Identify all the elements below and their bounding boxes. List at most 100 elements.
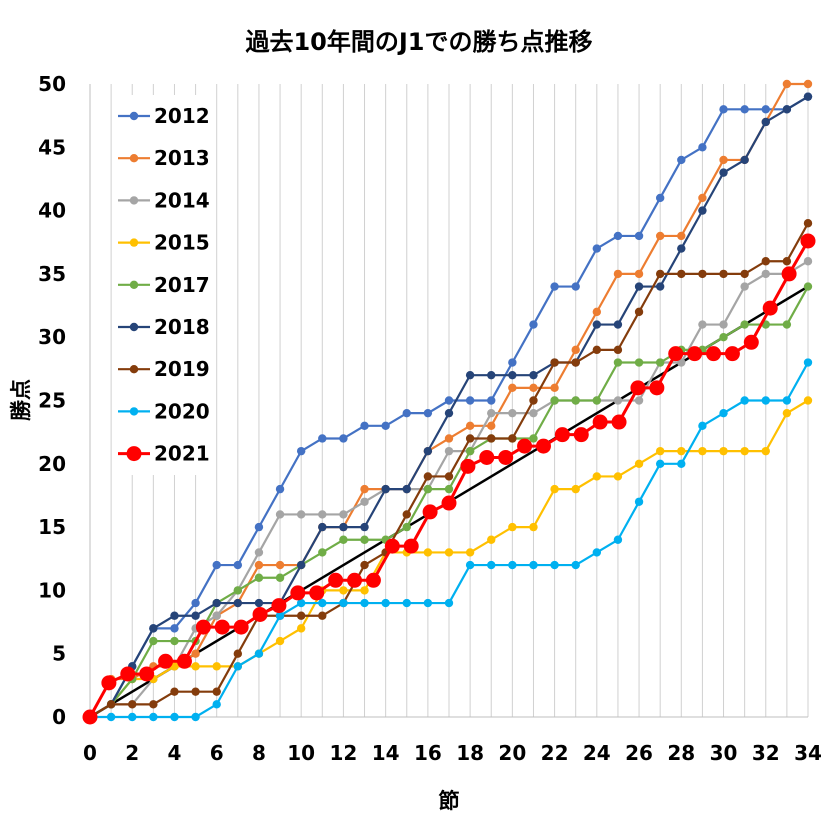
data-point xyxy=(634,358,644,367)
data-point xyxy=(444,408,454,418)
data-point xyxy=(233,586,243,595)
data-point xyxy=(191,598,200,608)
data-point xyxy=(275,560,285,570)
data-point xyxy=(381,598,390,608)
data-point xyxy=(803,219,813,228)
data-point xyxy=(740,155,749,165)
data-point xyxy=(360,522,369,532)
data-point xyxy=(634,269,644,279)
data-point xyxy=(360,598,369,608)
data-point xyxy=(275,510,285,519)
legend-marker xyxy=(129,407,139,416)
data-point xyxy=(550,358,559,367)
data-point xyxy=(444,396,454,405)
data-point xyxy=(191,649,200,658)
data-point xyxy=(508,370,517,380)
data-point xyxy=(487,535,496,544)
data-point xyxy=(761,117,770,127)
data-point xyxy=(465,434,475,443)
data-point xyxy=(740,446,749,456)
data-point xyxy=(761,396,770,405)
data-point xyxy=(465,560,475,570)
data-point xyxy=(212,598,221,608)
y-tick-label: 10 xyxy=(38,578,66,602)
data-point xyxy=(698,446,707,456)
data-point xyxy=(254,649,264,658)
data-point xyxy=(149,700,158,709)
x-tick-label: 30 xyxy=(710,741,738,765)
data-point xyxy=(275,484,285,494)
data-point xyxy=(613,535,623,544)
data-point xyxy=(339,535,348,544)
data-point xyxy=(296,624,306,633)
y-tick-label: 5 xyxy=(52,642,66,666)
data-point xyxy=(655,358,665,367)
data-point xyxy=(444,598,454,608)
data-point xyxy=(571,358,580,367)
data-point xyxy=(309,585,325,601)
data-point xyxy=(719,333,728,342)
legend-marker xyxy=(129,196,139,205)
data-point xyxy=(571,484,580,494)
data-point xyxy=(613,472,623,481)
data-point xyxy=(106,700,116,709)
data-point xyxy=(360,497,369,506)
data-point xyxy=(423,408,433,418)
data-point xyxy=(360,586,369,595)
data-point xyxy=(761,269,770,279)
data-point xyxy=(290,585,306,601)
data-point xyxy=(782,257,792,266)
legend-marker xyxy=(129,365,139,374)
data-point xyxy=(649,380,665,396)
data-point xyxy=(508,408,517,418)
data-point xyxy=(571,396,580,405)
data-point xyxy=(782,105,792,114)
data-point xyxy=(214,619,230,635)
data-point xyxy=(328,572,344,588)
data-point xyxy=(403,538,419,554)
data-point xyxy=(402,598,411,608)
data-point xyxy=(422,504,438,520)
data-point xyxy=(803,79,813,89)
data-point xyxy=(719,269,728,279)
data-point xyxy=(339,522,348,532)
data-point xyxy=(803,92,813,101)
data-point xyxy=(550,282,559,291)
data-point xyxy=(212,662,221,671)
data-point xyxy=(296,446,306,456)
y-tick-label: 50 xyxy=(38,72,66,96)
data-point xyxy=(402,510,411,519)
data-point xyxy=(782,320,792,329)
data-point xyxy=(571,560,580,570)
data-point xyxy=(634,307,644,317)
data-point xyxy=(254,573,264,582)
x-tick-label: 2 xyxy=(125,741,139,765)
data-point xyxy=(191,712,200,722)
data-point xyxy=(479,449,495,465)
data-point xyxy=(318,598,327,608)
legend-label: 2020 xyxy=(154,399,210,423)
data-point xyxy=(149,636,158,646)
data-point xyxy=(529,560,538,570)
data-point xyxy=(677,244,686,253)
data-point xyxy=(339,510,348,519)
data-point xyxy=(296,598,306,608)
data-point xyxy=(698,193,707,203)
x-tick-label: 8 xyxy=(252,741,266,765)
data-point xyxy=(296,510,306,519)
data-point xyxy=(550,396,559,405)
data-point xyxy=(655,231,665,241)
y-tick-label: 45 xyxy=(38,135,66,159)
data-point xyxy=(170,687,179,696)
data-point xyxy=(803,282,813,291)
data-point xyxy=(740,282,749,291)
data-point xyxy=(212,687,221,696)
legend-label: 2017 xyxy=(154,273,210,297)
data-point xyxy=(677,269,686,279)
data-point xyxy=(740,105,749,114)
data-point xyxy=(529,383,538,393)
data-point xyxy=(254,598,264,608)
data-point xyxy=(233,560,243,570)
data-point xyxy=(634,497,644,506)
data-point xyxy=(762,300,778,316)
